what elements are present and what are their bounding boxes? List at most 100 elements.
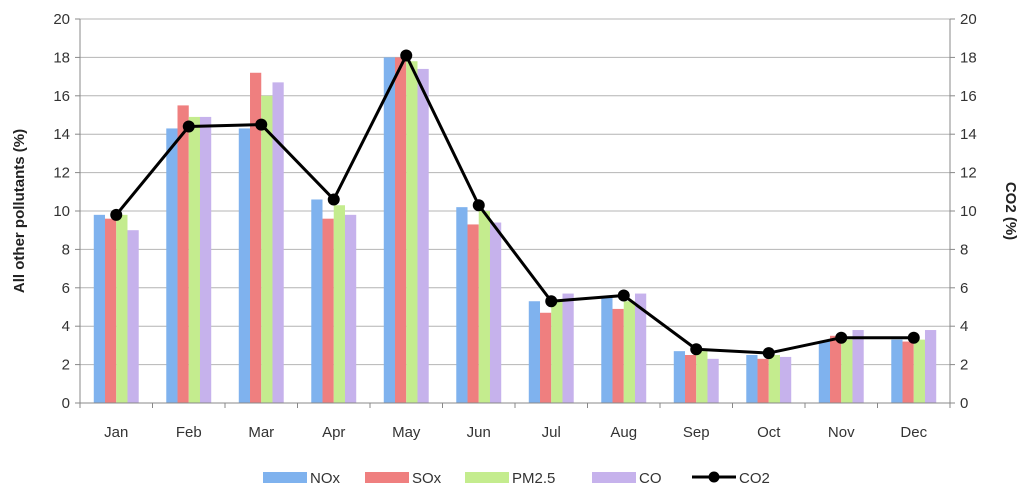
left-tick-label: 12 bbox=[53, 165, 70, 182]
bar-co-aug bbox=[634, 293, 647, 403]
bar-nox-feb bbox=[166, 128, 178, 403]
bar-pm25-nov bbox=[841, 339, 853, 403]
line-co2 bbox=[115, 53, 914, 355]
bar-nox-jun bbox=[456, 207, 468, 403]
left-tick-label: 6 bbox=[62, 280, 70, 297]
bar-pm25-jun bbox=[478, 211, 490, 403]
x-tick-label: Apr bbox=[322, 424, 345, 441]
bar-co-apr bbox=[344, 214, 357, 403]
bar-nox-jul bbox=[528, 301, 541, 403]
bar-co-sep bbox=[707, 358, 719, 403]
x-tick-label: Jul bbox=[542, 424, 561, 441]
bar-sox-feb bbox=[177, 105, 189, 404]
bar-pm25-sep bbox=[696, 351, 708, 403]
right-tick-label: 14 bbox=[960, 126, 977, 143]
right-tick-label: 4 bbox=[960, 318, 968, 335]
legend-label: NOx bbox=[310, 470, 341, 487]
right-axis-ticks: 0 2 4 6 8 10 12 14 16 18 20 bbox=[950, 11, 977, 412]
bar-nox-aug bbox=[601, 297, 613, 403]
left-tick-label: 8 bbox=[62, 241, 70, 258]
right-tick-label: 12 bbox=[960, 165, 977, 182]
bar-pm25-mar bbox=[261, 95, 273, 404]
right-tick-label: 2 bbox=[960, 357, 968, 374]
bar-pm25-jan bbox=[116, 214, 128, 403]
bar-co-oct bbox=[779, 356, 792, 403]
point-co2-aug bbox=[617, 289, 630, 302]
bar-sox-sep bbox=[685, 355, 697, 403]
legend: NOx SOx PM2.5 CO CO2 bbox=[263, 470, 770, 487]
left-tick-label: 16 bbox=[53, 88, 70, 105]
bar-pm25-jul bbox=[551, 301, 563, 403]
bar-nox-sep bbox=[673, 351, 686, 403]
left-tick-label: 10 bbox=[53, 203, 70, 220]
bar-nox-jan bbox=[93, 214, 106, 403]
point-co2-oct bbox=[762, 347, 775, 360]
point-co2-jan bbox=[110, 208, 123, 221]
left-tick-label: 0 bbox=[62, 395, 70, 412]
point-co2-mar bbox=[255, 118, 268, 131]
bar-nox-oct bbox=[746, 355, 758, 403]
point-co2-jul bbox=[545, 295, 558, 308]
right-tick-label: 8 bbox=[960, 241, 968, 258]
left-tick-label: 14 bbox=[53, 126, 70, 143]
bar-nox-may bbox=[383, 57, 396, 404]
bar-co-nov bbox=[852, 330, 864, 403]
x-tick-label: Dec bbox=[900, 424, 927, 441]
bar-pm25-oct bbox=[768, 355, 780, 403]
left-axis-ticks: 0 2 4 6 8 10 12 14 16 18 20 bbox=[53, 11, 80, 412]
bar-co-jun bbox=[489, 222, 502, 403]
bar-sox-jan bbox=[105, 218, 117, 403]
bar-nox-apr bbox=[311, 199, 323, 403]
bar-co-dec bbox=[924, 330, 937, 403]
bars bbox=[93, 57, 937, 404]
x-tick-label: May bbox=[392, 424, 421, 441]
right-tick-label: 6 bbox=[960, 280, 968, 297]
point-co2-jun bbox=[472, 199, 485, 212]
legend-swatch-nox bbox=[263, 472, 307, 483]
x-tick-label: Feb bbox=[176, 424, 202, 441]
bar-co-may bbox=[417, 68, 429, 404]
x-tick-label: Jun bbox=[467, 424, 491, 441]
bar-sox-apr bbox=[322, 218, 334, 403]
x-tick-label: Jan bbox=[104, 424, 128, 441]
bar-pm25-aug bbox=[623, 301, 635, 403]
left-tick-label: 2 bbox=[62, 357, 70, 374]
bar-sox-aug bbox=[612, 308, 624, 403]
left-tick-label: 20 bbox=[53, 11, 70, 28]
right-tick-label: 20 bbox=[960, 11, 977, 28]
right-tick-label: 0 bbox=[960, 395, 968, 412]
bar-sox-mar bbox=[250, 72, 262, 403]
point-co2-sep bbox=[690, 343, 703, 356]
co2-line bbox=[110, 49, 920, 360]
bar-co-feb bbox=[199, 116, 212, 404]
legend-label: SOx bbox=[412, 470, 442, 487]
legend-label: CO2 bbox=[739, 470, 770, 487]
x-tick-label: Aug bbox=[610, 424, 637, 441]
bar-sox-may bbox=[395, 57, 407, 404]
x-tick-label: Mar bbox=[248, 424, 274, 441]
legend-label: CO bbox=[639, 470, 662, 487]
bar-nox-mar bbox=[238, 128, 251, 403]
right-tick-label: 10 bbox=[960, 203, 977, 220]
point-co2-may bbox=[400, 49, 413, 62]
bar-co-jan bbox=[127, 230, 139, 403]
x-tick-label: Oct bbox=[757, 424, 781, 441]
legend-swatch-pm25 bbox=[465, 472, 509, 483]
right-tick-label: 16 bbox=[960, 88, 977, 105]
bar-nox-dec bbox=[891, 339, 903, 403]
bar-sox-jun bbox=[467, 224, 479, 403]
point-co2-feb bbox=[182, 120, 195, 133]
right-axis-title: CO2 (%) bbox=[1002, 182, 1019, 240]
legend-swatch-co bbox=[592, 472, 636, 483]
bar-co-mar bbox=[272, 82, 284, 404]
bar-sox-nov bbox=[830, 335, 842, 403]
legend-swatch-marker bbox=[708, 471, 720, 483]
gridlines bbox=[80, 18, 950, 404]
bar-pm25-apr bbox=[333, 205, 345, 403]
left-axis-title: All other pollutants (%) bbox=[11, 129, 28, 293]
left-tick-label: 18 bbox=[53, 49, 70, 66]
point-co2-apr bbox=[327, 193, 340, 206]
point-co2-dec bbox=[907, 331, 920, 344]
x-tick-label: Nov bbox=[828, 424, 855, 441]
